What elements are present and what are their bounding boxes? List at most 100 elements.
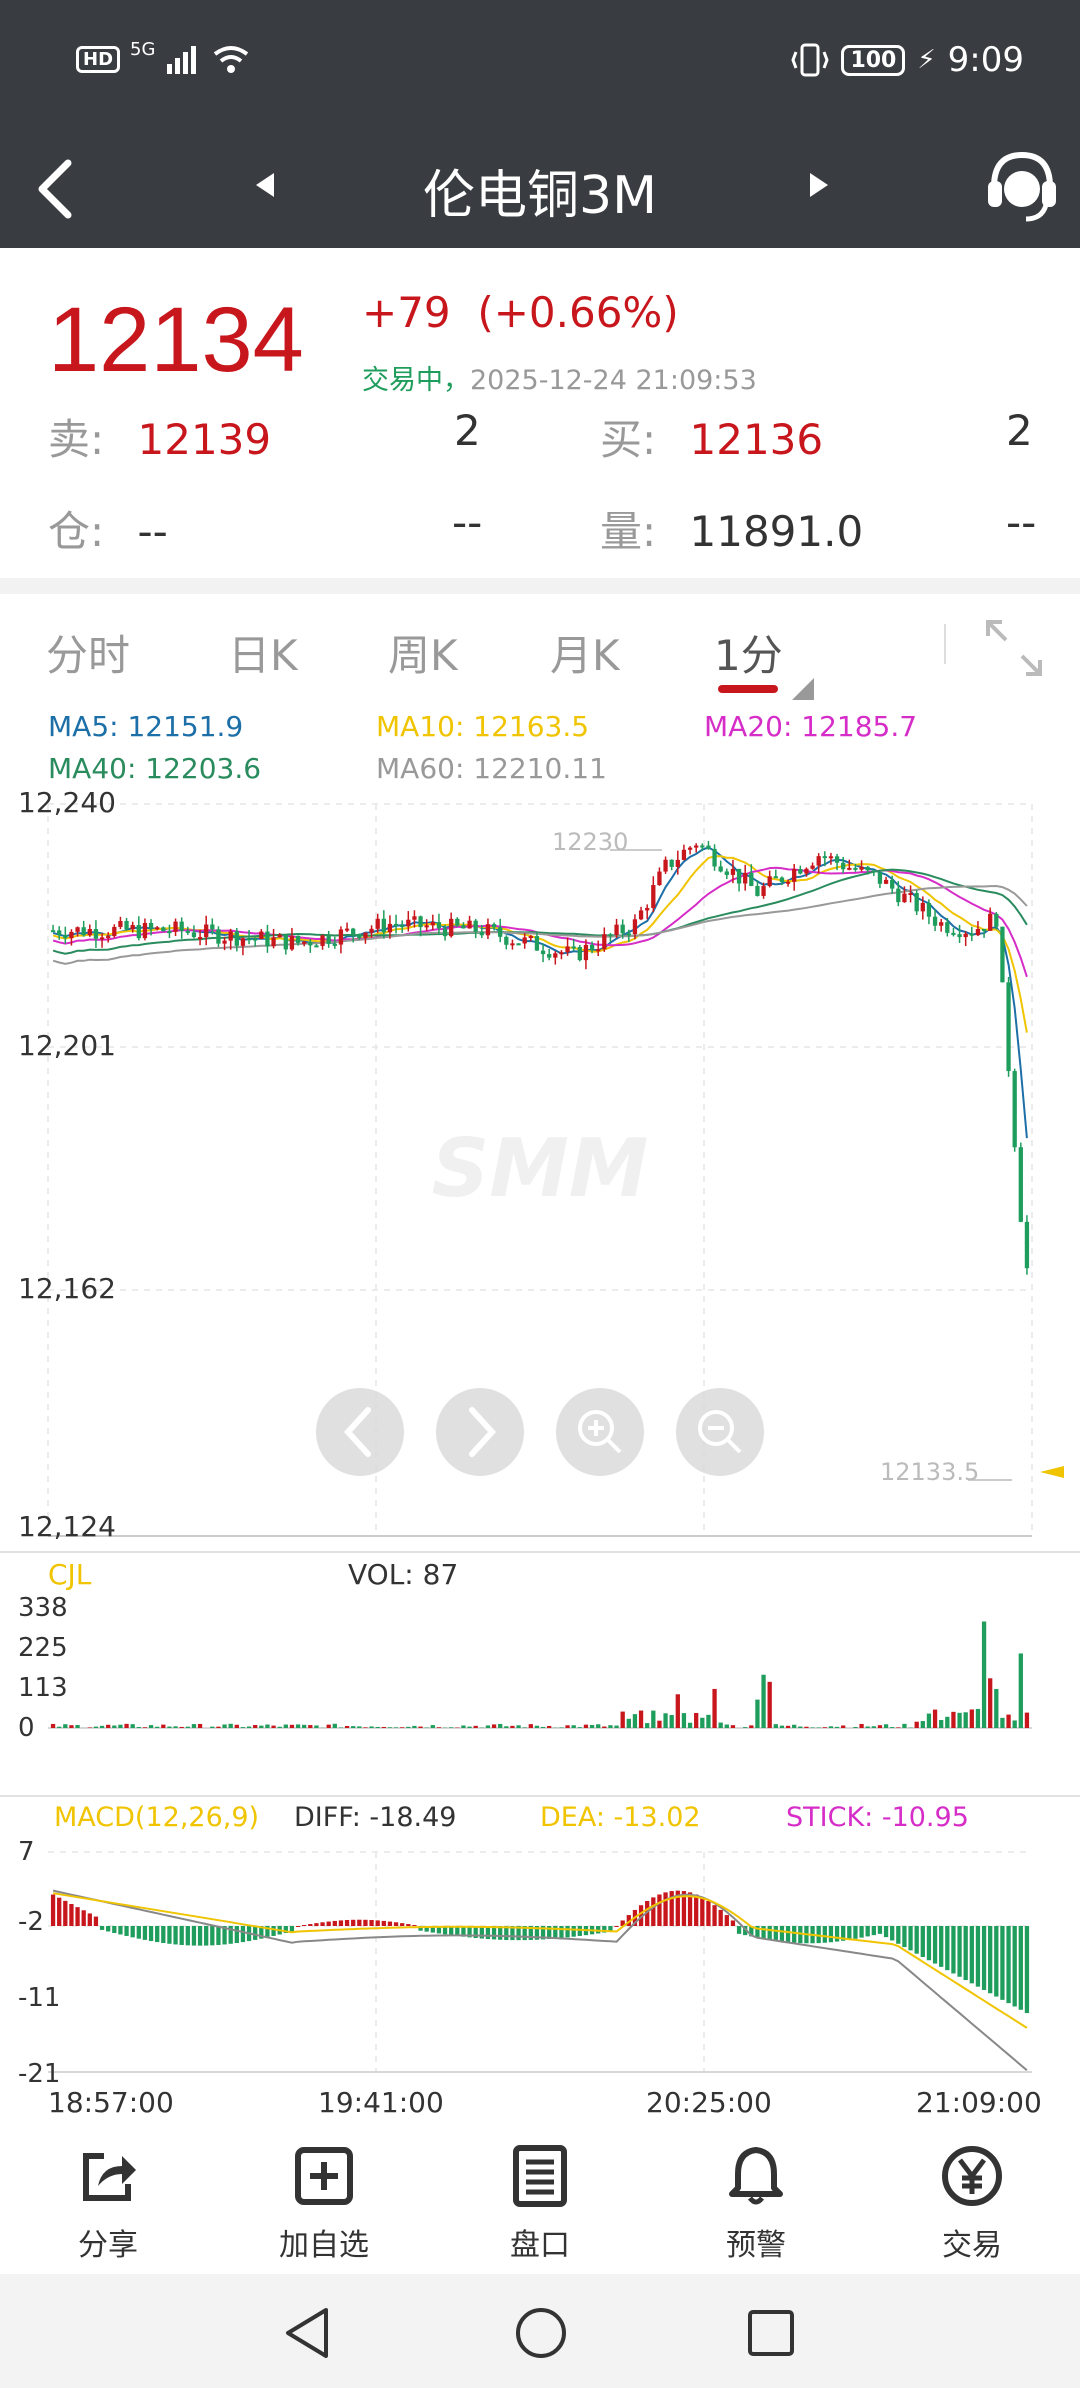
volume-bar [896, 1727, 901, 1728]
candle-body [228, 931, 233, 941]
ma60-label: MA60: 12210.11 [376, 752, 607, 785]
tab-1min[interactable]: 1分 [714, 631, 783, 680]
volume-bar [449, 1727, 454, 1728]
macd-bar [657, 1894, 662, 1926]
tab-daily-k[interactable]: 日K [228, 631, 298, 680]
candle-body [577, 947, 582, 961]
yen-icon [942, 2146, 1002, 2206]
macd-bar [957, 1926, 962, 1977]
macd-bar [920, 1926, 925, 1957]
nav-home-icon[interactable] [514, 2306, 568, 2360]
volume-bar [222, 1724, 227, 1728]
customer-service-icon[interactable] [982, 143, 1062, 228]
previous-contract-icon[interactable] [250, 165, 280, 205]
macd-bar [877, 1926, 883, 1934]
volume-bar [528, 1724, 533, 1728]
scroll-right-button[interactable] [436, 1388, 524, 1476]
time-tick-1: 18:57:00 [48, 2086, 174, 2119]
volume-bar [130, 1724, 135, 1728]
macd-bar [185, 1926, 190, 1946]
order-book-button[interactable]: 盘口 [470, 2144, 610, 2264]
share-button[interactable]: 分享 [38, 2144, 178, 2264]
macd-bar [547, 1926, 552, 1940]
volume-bar [210, 1726, 215, 1728]
macd-bar [761, 1926, 766, 1939]
back-arrow-icon[interactable] [28, 147, 88, 227]
volume-bar [865, 1726, 870, 1728]
alert-button[interactable]: 预警 [686, 2144, 826, 2264]
time-tick-2: 19:41:00 [318, 2086, 444, 2119]
tab-timeshare[interactable]: 分时 [46, 631, 131, 680]
nav-recents-icon[interactable] [746, 2308, 796, 2358]
ma5-line [52, 846, 1028, 1139]
tab-separator [944, 624, 946, 664]
candle-body [834, 856, 840, 863]
volume-bar [871, 1726, 876, 1728]
tab-monthly-k[interactable]: 月K [550, 631, 620, 680]
zoom-out-button[interactable] [676, 1388, 764, 1476]
volume-bar [602, 1726, 607, 1728]
candle-body [185, 930, 190, 933]
tab-weekly-k[interactable]: 周K [388, 631, 458, 680]
zoom-in-button[interactable] [556, 1388, 644, 1476]
candle-body [491, 924, 497, 928]
candle-body [730, 868, 736, 875]
ma60-line [52, 884, 1028, 965]
macd-bar [485, 1926, 491, 1940]
macd-bar [828, 1926, 834, 1943]
macd-bar [540, 1926, 546, 1940]
volume-bar [534, 1725, 540, 1728]
volume-bar [994, 1688, 999, 1728]
candle-body [436, 922, 442, 929]
candle-body [430, 922, 435, 926]
candle-body [865, 866, 870, 871]
price-tick-3: 12,162 [18, 1272, 116, 1305]
macd-bar [210, 1926, 215, 1946]
volume-bar [914, 1721, 919, 1728]
macd-bar [504, 1926, 509, 1940]
macd-bar [822, 1926, 827, 1943]
volume-bar [510, 1725, 515, 1728]
fullscreen-icon[interactable] [982, 616, 1046, 680]
candle-body [326, 935, 331, 944]
macd-bar [896, 1926, 901, 1944]
volume-bar [700, 1717, 705, 1728]
trade-button[interactable]: 交易 [902, 2144, 1042, 2264]
candle-body [277, 934, 282, 938]
buy-price: 12136 [689, 415, 824, 464]
next-contract-icon[interactable] [804, 165, 834, 205]
candle-body [706, 845, 711, 849]
candle-body [761, 886, 766, 896]
share-icon [83, 2153, 136, 2201]
scroll-left-button[interactable] [316, 1388, 404, 1476]
period-dropdown-icon[interactable] [792, 678, 814, 700]
candle-body [295, 935, 301, 943]
candle-body [467, 920, 472, 929]
macd-bar [449, 1926, 454, 1936]
volume-bar [834, 1726, 840, 1728]
macd-bar [785, 1926, 791, 1943]
oi-label: 仓: [48, 507, 105, 556]
volume-bar [136, 1727, 141, 1728]
candle-body [449, 918, 454, 937]
macd-bar [926, 1926, 932, 1961]
candle-body [810, 865, 815, 869]
candle-body [565, 946, 570, 953]
nav-back-icon[interactable] [282, 2306, 332, 2360]
candle-body [271, 937, 276, 947]
price-tick-1: 12,240 [18, 790, 116, 819]
candle-body [393, 923, 399, 926]
macd-bar [381, 1920, 386, 1926]
title-bar: 伦电铜3M [0, 125, 1080, 248]
diff-line [52, 1889, 1028, 2072]
volume-bar [565, 1725, 570, 1728]
chart-area[interactable]: 12,240 12,201 12,162 12,124 SMM 12230 12… [0, 790, 1080, 2120]
candle-body [136, 925, 141, 939]
volume-bar [706, 1714, 711, 1728]
change-value: +79 [362, 288, 451, 337]
add-watchlist-button[interactable]: 加自选 [254, 2144, 394, 2264]
macd-bar [155, 1926, 160, 1943]
macd-bar [387, 1921, 393, 1926]
volume-bar [326, 1724, 331, 1728]
macd-bar [204, 1926, 209, 1946]
